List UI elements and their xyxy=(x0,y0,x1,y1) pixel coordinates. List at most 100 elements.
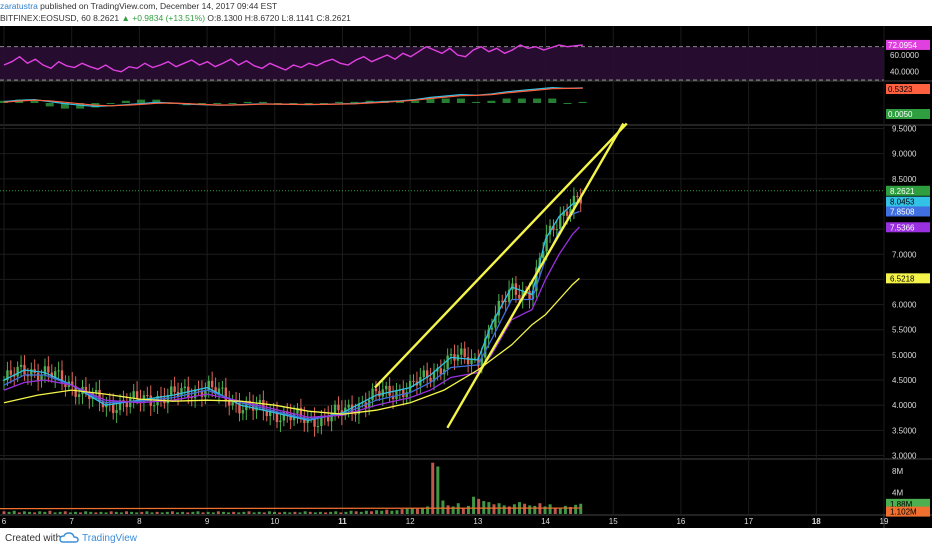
volume-bar xyxy=(2,511,6,514)
volume-bar xyxy=(181,511,185,514)
volume-bar xyxy=(267,511,271,514)
volume-bar xyxy=(477,498,481,514)
volume-bar xyxy=(293,511,297,514)
macd-hist-bar xyxy=(411,100,420,103)
x-tick-label: 11 xyxy=(338,517,347,526)
x-tick-label: 9 xyxy=(205,517,210,526)
volume-bar xyxy=(390,510,394,514)
candle-body xyxy=(60,370,64,383)
volume-bar xyxy=(492,504,496,514)
candle-body xyxy=(408,380,412,393)
price-badge-label: 8.2621 xyxy=(890,187,915,196)
volume-bar xyxy=(344,511,348,514)
volume-bar xyxy=(109,511,113,514)
candle-body xyxy=(183,386,187,389)
candle-body xyxy=(395,390,398,400)
volume-bar xyxy=(206,511,210,514)
volume-bar xyxy=(119,512,123,514)
volume-bar xyxy=(38,511,42,514)
volume-bar xyxy=(216,511,220,514)
candle-body xyxy=(275,411,279,423)
candle-body xyxy=(299,407,303,417)
candle-body xyxy=(483,338,487,358)
volume-bar xyxy=(257,511,261,514)
candle-body xyxy=(214,387,217,394)
volume-badge xyxy=(886,498,930,509)
macd-hist-bar xyxy=(472,101,481,103)
macd-hist-bar xyxy=(319,103,328,104)
candle-body xyxy=(572,195,576,209)
volume-bar xyxy=(186,512,190,514)
y-tick-label: 3.0000 xyxy=(892,451,917,460)
y-tick-label: 3.5000 xyxy=(892,426,917,435)
candle-body xyxy=(152,405,156,407)
volume-bar xyxy=(523,503,527,514)
macd-hist-label: 0.0050 xyxy=(888,110,913,119)
candle-body xyxy=(200,390,204,397)
candle-body xyxy=(569,208,572,216)
candle-body xyxy=(210,380,214,388)
trendline xyxy=(374,122,628,389)
volume-bar xyxy=(176,512,180,514)
volume-bar xyxy=(395,510,399,514)
volume-bar xyxy=(339,512,343,514)
volume-bar xyxy=(99,511,103,514)
volume-bar xyxy=(349,510,353,514)
ema-line xyxy=(3,226,580,418)
volume-bar xyxy=(252,512,256,514)
volume-bar xyxy=(53,512,57,514)
candle-body xyxy=(57,370,60,372)
volume-bar xyxy=(385,509,389,514)
volume-label: 1.88M xyxy=(890,500,913,509)
macd-hist-bar xyxy=(502,98,511,103)
candle-body xyxy=(125,402,129,408)
candle-body xyxy=(265,410,268,417)
candle-body xyxy=(460,348,463,355)
tradingview-brand[interactable]: TradingView xyxy=(82,533,138,544)
y-tick-label: 6.0000 xyxy=(892,301,917,310)
macd-badge xyxy=(886,84,930,94)
volume-bar xyxy=(227,512,231,514)
candle-body xyxy=(470,358,473,365)
candle-body xyxy=(518,294,521,299)
candle-body xyxy=(562,211,565,216)
volume-bar xyxy=(410,508,414,514)
volume-bar xyxy=(329,511,333,514)
candle-body xyxy=(559,215,562,229)
volume-bar xyxy=(431,462,435,514)
author-link[interactable]: zaratustra xyxy=(0,1,38,11)
volume-bar xyxy=(436,466,440,514)
chart-area[interactable]: 6 7 8 9 10 11 12 13 14 15 16 17 18 19 60.0000 40.0000 72… xyxy=(0,26,932,528)
volume-bar xyxy=(579,503,583,514)
volume-bar xyxy=(482,501,486,514)
volume-bar xyxy=(79,512,83,514)
candle-body xyxy=(245,400,248,411)
volume-bar xyxy=(278,512,282,514)
volume-bar xyxy=(94,512,98,514)
volume-bar xyxy=(191,511,195,514)
candle-body xyxy=(350,404,354,414)
candle-body xyxy=(231,399,234,406)
volume-bar xyxy=(247,511,251,514)
volume-bar xyxy=(324,512,328,514)
candle-body xyxy=(541,251,545,258)
candle-body xyxy=(228,400,231,406)
candle-body xyxy=(579,196,582,204)
candle-body xyxy=(555,228,559,231)
macd-hist-bar xyxy=(30,100,39,103)
volume-bar xyxy=(89,511,93,514)
volume-bar xyxy=(553,507,557,514)
x-tick-label: 17 xyxy=(744,517,753,526)
volume-bar xyxy=(313,512,317,514)
y-tick-label: 4.0000 xyxy=(892,401,917,410)
candle-body xyxy=(6,370,9,381)
macd-hist-bar xyxy=(578,101,587,103)
volume-bar xyxy=(375,510,379,514)
candle-body xyxy=(374,388,378,392)
y-tick-label: 5.5000 xyxy=(892,326,917,335)
symbol-line: BITFINEX:EOSUSD, 60 8.2621 ▲ +0.9834 (+1… xyxy=(0,12,932,24)
volume-bar xyxy=(150,512,154,514)
candle-body xyxy=(357,403,361,415)
volume-bar xyxy=(415,508,419,514)
candle-body xyxy=(36,372,40,381)
